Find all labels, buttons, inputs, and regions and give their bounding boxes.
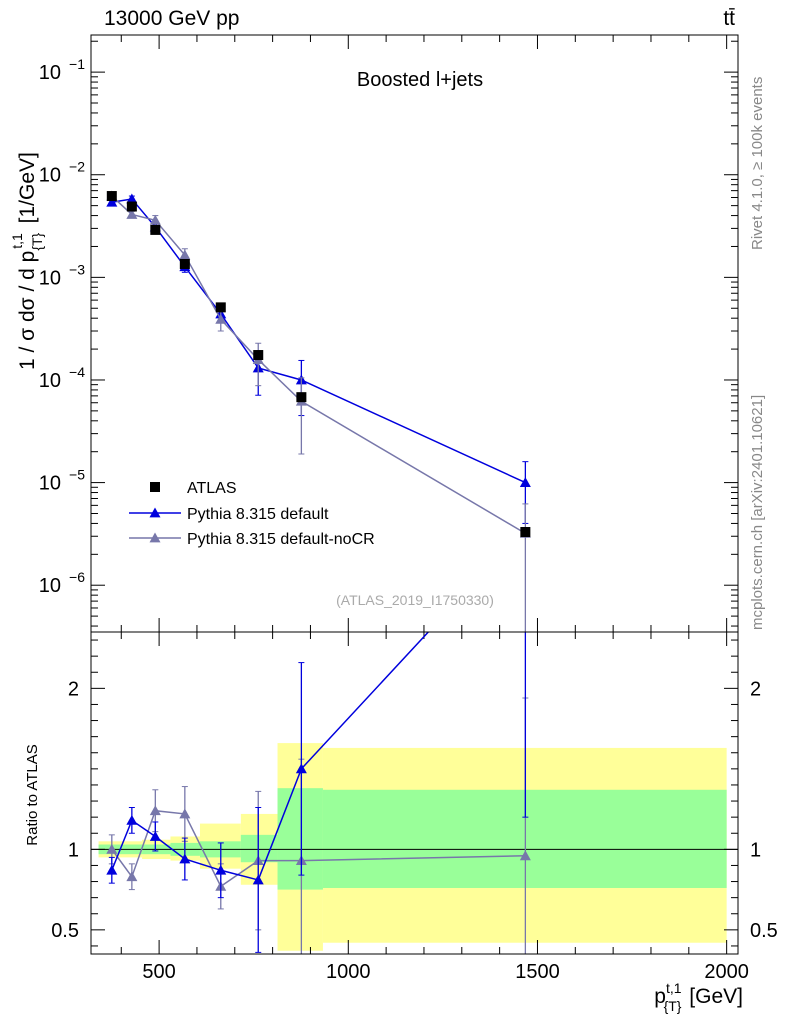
chart-title: Boosted l+jets: [357, 69, 483, 91]
series-pythia-8-315-default: [106, 193, 531, 524]
legend-label: Pythia 8.315 default-noCR: [187, 531, 375, 548]
main-y-tick-label: 10 −5: [39, 467, 85, 495]
y-label-sub: {T}: [29, 232, 45, 250]
ratio-y-tick-label: 2: [68, 678, 79, 700]
energy-label: 13000 GeV pp: [104, 7, 239, 30]
ratio-point: [295, 763, 307, 774]
ratio-series-layer: [106, 632, 531, 954]
ratio-uncertainty-bands: [91, 743, 738, 951]
data-point: [215, 313, 227, 324]
x-label-p: p: [654, 985, 666, 1008]
x-axis-label: pt,1 {T} [GeV]: [654, 980, 743, 1014]
legend-label: Pythia 8.315 default: [187, 506, 329, 523]
ratio-point: [519, 850, 531, 861]
data-point: [126, 193, 138, 204]
mcplots-label: mcplots.cern.ch [arXiv:2401.10621]: [749, 395, 766, 630]
x-tick-label: 1000: [326, 961, 371, 983]
x-label-sub: {T}: [664, 998, 682, 1014]
ratio-point: [149, 830, 161, 841]
main-y-tick-label: 10 −4: [39, 364, 85, 392]
legend: ATLAS Pythia 8.315 default Pythia 8.315 de…: [129, 480, 375, 548]
ratio-series-pythia-8-315-default: [106, 632, 529, 953]
series-pythia-8-315-default-nocr: [106, 190, 531, 632]
data-point: [253, 350, 264, 361]
ratio-y-tick-label: 0.5: [51, 920, 79, 942]
ratio-point: [252, 874, 264, 885]
main-axis-ticks: 10−6 10−5 10−4 10−3 10−2 10−1: [39, 35, 738, 632]
series-line: [111, 195, 526, 535]
ratio-point: [106, 843, 118, 854]
data-point: [149, 214, 161, 225]
ratio-plot-frame: [90, 631, 739, 955]
x-label-sup: t,1: [666, 980, 682, 996]
data-point: [126, 201, 137, 212]
data-point: [106, 196, 118, 207]
inner-band: [277, 788, 323, 890]
ratio-point: [215, 864, 227, 875]
ratio-axis-ticks: 0.5 0.5 1 1 2 2 500 1000 1500 2000: [51, 632, 778, 983]
ratio-line: [111, 809, 526, 888]
ratio-point: [126, 871, 138, 882]
data-point: [519, 477, 531, 487]
main-y-tick-exponent: −2: [69, 159, 85, 175]
main-y-tick-label: 10 −2: [39, 159, 85, 187]
main-y-tick-label: 10 −1: [39, 56, 85, 84]
ratio-point: [179, 853, 191, 864]
data-point: [179, 249, 191, 260]
analysis-id-label: (ATLAS_2019_I1750330): [336, 592, 494, 608]
y-label-sup: t,1: [9, 233, 25, 249]
x-label-unit: [GeV]: [683, 985, 743, 1008]
x-tick-label: 1500: [515, 961, 560, 983]
y-label-prefix: 1 / σ dσ / d p: [16, 251, 39, 370]
x-tick-label: 2000: [704, 961, 749, 983]
data-point: [179, 258, 190, 269]
legend-marker: [149, 507, 161, 518]
process-label: tt̄: [723, 7, 735, 30]
data-point: [296, 392, 307, 403]
rivet-version-label: Rivet 4.1.0, ≥ 100k events: [749, 77, 766, 250]
main-y-tick-label: 10 −3: [39, 261, 85, 289]
data-point: [106, 191, 117, 202]
ratio-point: [179, 808, 191, 819]
main-y-tick-exponent: −4: [69, 364, 85, 380]
ratio-point: [149, 805, 161, 816]
main-y-tick-exponent: −5: [69, 467, 85, 483]
main-y-tick-label: 10 −6: [39, 569, 85, 597]
legend-marker: [149, 532, 161, 543]
data-point: [150, 224, 161, 235]
main-y-tick-exponent: −6: [69, 569, 85, 585]
ratio-y-tick-label-right: 1: [750, 839, 761, 861]
ratio-point: [126, 814, 138, 825]
main-y-axis-label: 1 / σ dσ / d p{T}t,1 [1/GeV]: [9, 152, 45, 370]
legend-label: ATLAS: [187, 480, 237, 497]
ratio-y-axis-label: Ratio to ATLAS: [24, 744, 41, 845]
ratio-y-tick-label-right: 2: [750, 678, 761, 700]
data-point: [520, 527, 531, 538]
series-atlas: [106, 191, 531, 538]
data-point: [126, 208, 138, 219]
main-series-layer: [106, 190, 531, 632]
ratio-y-tick-label: 1: [68, 839, 79, 861]
ratio-y-tick-label-right: 0.5: [750, 920, 778, 942]
x-tick-label: 500: [142, 961, 175, 983]
main-y-tick-exponent: −3: [69, 261, 85, 277]
ratio-point: [106, 864, 118, 875]
main-y-tick-exponent: −1: [69, 56, 85, 72]
legend-marker: [150, 482, 160, 492]
data-point: [215, 302, 226, 313]
y-label-unit: [1/GeV]: [16, 152, 39, 229]
